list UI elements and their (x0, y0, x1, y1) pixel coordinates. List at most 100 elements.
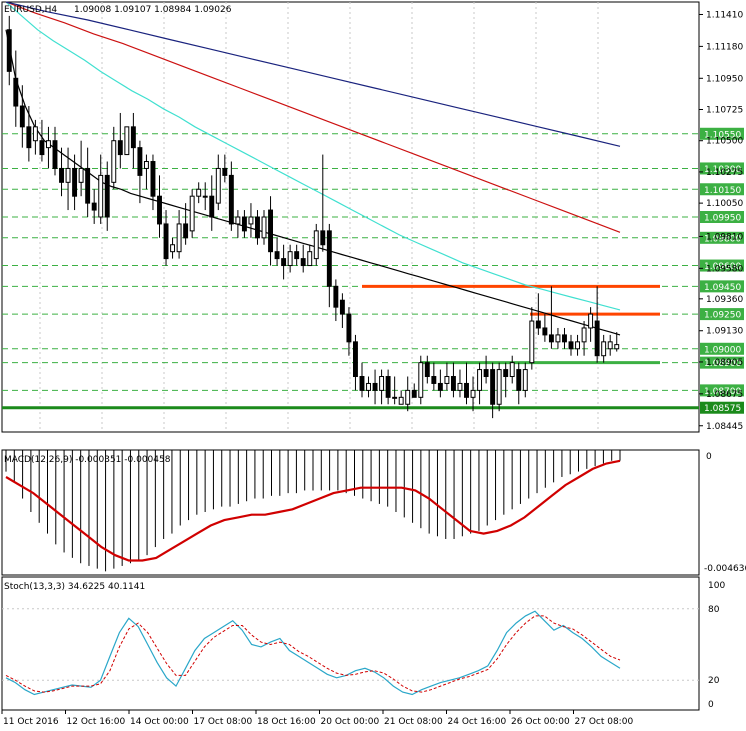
candle-bear (542, 327, 548, 336)
candle-bull (366, 382, 371, 391)
level-label: 1.10150 (704, 186, 741, 196)
price-tick-label: 1.09130 (706, 327, 743, 337)
candle-bear (568, 341, 574, 350)
candle-bear (91, 202, 97, 211)
macd-pane[interactable]: MACD(12,26,9) -0.000351 -0.000458 0 -0.0… (1, 449, 746, 576)
candle-bear (326, 230, 332, 287)
candle-bull (143, 161, 149, 169)
candle-bull (124, 126, 130, 156)
candle-bear (39, 140, 45, 156)
macd-label: MACD(12,26,9) -0.000351 -0.000458 (4, 455, 171, 465)
price-tick-label: 1.10050 (706, 199, 743, 209)
candle-bear (385, 376, 391, 398)
candle-bull (607, 341, 613, 350)
candle-bull (522, 369, 528, 391)
candle-bull (215, 167, 221, 204)
candle-bull (555, 334, 561, 343)
time-tick-label: 21 Oct 08:00 (384, 717, 443, 727)
candle-bull (313, 230, 319, 260)
candle-bull (496, 369, 502, 405)
price-tick-label: 1.09360 (706, 295, 743, 305)
stoch-level-label: 100 (708, 581, 725, 591)
ma-red-line (5, 1, 621, 233)
level-tag (700, 342, 744, 355)
macd-signal (5, 459, 621, 562)
price-tick-label: 1.11410 (706, 10, 743, 20)
candle-bear (562, 334, 567, 343)
candle-bull (575, 341, 581, 350)
level-label: 1.08900 (704, 359, 741, 369)
candle-bear (490, 369, 496, 405)
candle-bull (176, 223, 182, 253)
time-tick-label: 11 Oct 2016 (3, 717, 59, 727)
ma-teal-line (5, 1, 621, 311)
candle-bear (150, 161, 156, 197)
candle-bull (405, 389, 411, 405)
time-tick-label: 12 Oct 16:00 (67, 717, 126, 727)
candle-bull (418, 362, 424, 398)
time-tick-label: 18 Oct 16:00 (257, 717, 316, 727)
level-tag (700, 231, 744, 244)
candle-bull (614, 344, 620, 350)
macd-pane-border (1, 449, 700, 576)
ma-blue-line (5, 1, 621, 147)
level-tag (700, 162, 744, 175)
candle-bear (346, 313, 352, 343)
candle-bull (170, 244, 176, 253)
stoch-level-label: 20 (708, 676, 720, 686)
candle-bear (255, 216, 260, 239)
candle-bull (287, 251, 293, 267)
candle-bull (261, 216, 267, 239)
candle-bear (424, 362, 430, 378)
candle-bull (457, 382, 463, 391)
candle-bear (294, 251, 300, 260)
candle-bull (398, 396, 404, 405)
price-tick-label: 1.08445 (706, 422, 743, 432)
candle-bear (59, 167, 64, 183)
candle-bull (477, 369, 483, 391)
macd-axis-bottom: -0.004636 (704, 564, 746, 574)
candle-bear (450, 376, 456, 391)
candle-bear (183, 223, 189, 239)
level-tag (700, 183, 744, 196)
candle-bull (45, 140, 51, 149)
level-tag (700, 401, 744, 414)
price-axis: 1.11410 1.11180 1.10950 1.10725 1.10500 1.102… (699, 10, 743, 432)
stoch-level-label: 80 (708, 605, 720, 615)
level-label: 1.09950 (704, 214, 741, 224)
candle-bear (431, 376, 437, 384)
candle-bear (274, 251, 280, 260)
level-label: 1.08700 (704, 387, 741, 397)
level-label: 1.09000 (704, 345, 741, 355)
time-tick-label: 24 Oct 16:00 (448, 717, 507, 727)
level-label: 1.09600 (704, 262, 741, 272)
price-tick-label: 1.09580 (706, 264, 743, 274)
price-tick-label: 1.08675 (706, 390, 743, 400)
candle-bear (157, 195, 162, 225)
time-tick-label: 17 Oct 08:00 (194, 717, 253, 727)
price-tick-label: 1.10725 (706, 106, 743, 116)
candle-bear (281, 258, 287, 267)
candle-bull (189, 195, 195, 232)
candle-bull (78, 167, 84, 183)
stochastic-pane-border (1, 576, 700, 711)
level-tag (700, 127, 744, 140)
candle-bear (222, 167, 228, 176)
candle-bull (581, 327, 587, 343)
candle-bear (52, 140, 58, 169)
stochastic-pane[interactable]: 100 80 20 0 Stoch(13,3,3) 34.6225 40.1141 (1, 576, 725, 711)
candle-bear (6, 29, 12, 72)
candle-bull (444, 376, 450, 384)
price-tick-label: 1.10275 (706, 168, 743, 178)
level-tag (700, 211, 744, 223)
candle-bear (516, 369, 522, 391)
candle-bull (32, 126, 38, 142)
stoch-signal-line (5, 615, 621, 693)
macd-signal-line (5, 459, 621, 562)
level-label: 1.08575 (704, 404, 741, 414)
stoch-level-label: 0 (708, 700, 714, 710)
candlesticks (6, 15, 620, 419)
price-pane[interactable]: 1.10550 1.10300 1.10150 1.09950 1.09800 1.096… (1, 1, 744, 433)
ohlc-label: 1.09008 1.09107 1.08984 1.09026 (74, 5, 232, 15)
candle-bear (411, 389, 417, 398)
